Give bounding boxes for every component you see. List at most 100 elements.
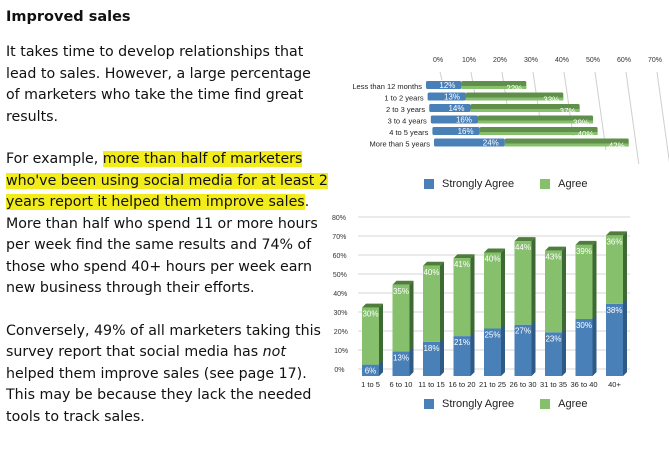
bar-agree bbox=[606, 235, 623, 304]
bar-strongly-agree bbox=[426, 81, 462, 89]
value-label: 40% bbox=[578, 130, 594, 139]
bar-agree bbox=[453, 258, 471, 337]
category-label: Less than 12 months bbox=[352, 82, 422, 91]
value-label: 39% bbox=[573, 119, 589, 128]
x-tick-label: 0% bbox=[433, 57, 443, 64]
paragraph-conversely-suffix: helped them improve sales (see page 17).… bbox=[6, 365, 312, 425]
value-label: 12% bbox=[439, 81, 455, 90]
bar-top-face bbox=[545, 246, 566, 251]
bar-agree bbox=[575, 244, 593, 319]
value-label: 14% bbox=[448, 104, 464, 113]
category-label: 2 to 3 years bbox=[386, 105, 425, 114]
chart-hours-vertical: 0% 10% 20% 30% 40% 50% 60% 70% 80% 6% 30% 1 to 5 13%… bbox=[332, 215, 630, 389]
bar-agree-highlight bbox=[478, 120, 594, 124]
bar-top-face bbox=[423, 261, 444, 266]
value-label: 33% bbox=[543, 96, 559, 105]
emphasis-not: not bbox=[262, 344, 286, 360]
bar-strongly-agree bbox=[423, 341, 440, 376]
legend-swatch-strongly-agree bbox=[424, 179, 434, 189]
bar-agree-highlight bbox=[479, 132, 598, 135]
bar-strongly-agree bbox=[392, 351, 410, 376]
bar-strongly-agree bbox=[362, 364, 379, 376]
value-label: 24% bbox=[483, 139, 499, 148]
bar-agree bbox=[392, 284, 410, 352]
category-label: 1 to 2 years bbox=[384, 94, 423, 103]
value-label: 30% bbox=[576, 321, 592, 330]
value-label: 6% bbox=[365, 367, 377, 376]
category-label: 4 to 5 years bbox=[389, 128, 428, 137]
legend-swatch-agree bbox=[540, 179, 551, 189]
bar-strongly-agree bbox=[453, 336, 471, 376]
bar-agree-highlight bbox=[461, 86, 527, 89]
bar-strongly-agree bbox=[545, 332, 562, 376]
section-heading: Improved sales bbox=[6, 9, 131, 25]
bar-strongly-agree bbox=[606, 303, 623, 376]
value-label: 37% bbox=[560, 107, 576, 116]
gridline bbox=[625, 71, 640, 165]
category-label: 1 to 5 bbox=[361, 380, 380, 389]
bar-side-face bbox=[562, 328, 566, 376]
y-tick-label: 60% bbox=[333, 253, 347, 260]
x-tick-label: 50% bbox=[586, 57, 600, 64]
category-label: 11 to 15 bbox=[418, 380, 445, 389]
bar-side-face bbox=[409, 347, 414, 376]
y-tick-label: 80% bbox=[332, 215, 346, 222]
value-label: 22% bbox=[506, 84, 522, 93]
paragraph-example-suffix: . More than half who spend 11 or more ho… bbox=[6, 194, 318, 296]
value-label: 16% bbox=[458, 127, 474, 136]
y-tick-label: 20% bbox=[334, 329, 348, 336]
value-label: 40% bbox=[423, 268, 439, 277]
bar-top-face bbox=[484, 248, 505, 253]
value-label: 36% bbox=[606, 237, 622, 246]
value-label: 35% bbox=[393, 287, 409, 296]
bar-strongly-agree bbox=[430, 115, 478, 124]
x-tick-label: 70% bbox=[648, 57, 662, 64]
bar-strongly-agree bbox=[575, 319, 593, 376]
value-label: 27% bbox=[515, 327, 531, 336]
category-label: 16 to 20 bbox=[448, 380, 475, 389]
bar-strongly-agree bbox=[434, 138, 505, 147]
x-tick-label: 60% bbox=[617, 57, 631, 64]
bar-strongly-agree bbox=[432, 127, 480, 135]
paragraph-example: For example, more than half of marketers… bbox=[6, 149, 328, 300]
paragraph-conversely: Conversely, 49% of all marketers taking … bbox=[6, 321, 328, 429]
bar-top-face bbox=[392, 280, 414, 285]
bar-side-face bbox=[501, 324, 505, 376]
bar-agree bbox=[423, 265, 440, 342]
category-label: 31 to 35 bbox=[540, 380, 567, 389]
bar-top-face bbox=[362, 303, 383, 308]
gridline bbox=[439, 71, 443, 81]
legend-swatch-agree bbox=[540, 399, 551, 409]
value-label: 25% bbox=[484, 331, 500, 340]
category-label: 26 to 30 bbox=[509, 380, 536, 389]
chart-experience-horizontal: 0% 10% 20% 30% 40% 50% 60% 70% Less than 12 mont… bbox=[352, 57, 669, 165]
bar-top-face bbox=[606, 231, 627, 236]
bar-top-face bbox=[514, 237, 536, 242]
bar-strongly-agree bbox=[427, 92, 466, 101]
x-tick-label: 40% bbox=[555, 57, 569, 64]
bar-side-face bbox=[531, 320, 536, 376]
legend-label-strongly-agree: Strongly Agree bbox=[442, 178, 515, 190]
category-label: 3 to 4 years bbox=[388, 117, 427, 126]
bar-agree bbox=[545, 250, 562, 333]
bar-strongly-agree bbox=[484, 328, 501, 376]
value-label: 13% bbox=[393, 353, 409, 362]
bar-agree bbox=[484, 252, 501, 329]
value-label: 23% bbox=[545, 334, 561, 343]
bar-top-face bbox=[453, 254, 475, 259]
value-label: 41% bbox=[454, 260, 470, 269]
paragraph-conversely-prefix: Conversely, 49% of all marketers taking … bbox=[6, 322, 321, 361]
bar-agree-highlight bbox=[504, 143, 629, 147]
bar-side-face bbox=[470, 332, 475, 376]
value-label: 38% bbox=[606, 306, 622, 315]
x-tick-label: 10% bbox=[462, 57, 476, 64]
legend-item-strongly-agree: Strongly Agree bbox=[424, 398, 514, 410]
y-tick-label: 30% bbox=[334, 310, 348, 317]
legend-item-strongly-agree: Strongly Agree bbox=[424, 178, 514, 190]
y-tick-label: 50% bbox=[333, 272, 347, 279]
value-label: 42% bbox=[609, 142, 625, 151]
y-tick-label: 10% bbox=[334, 348, 348, 355]
bar-strongly-agree bbox=[514, 324, 532, 376]
category-label: More than 5 years bbox=[370, 140, 431, 149]
bar-side-face bbox=[592, 315, 597, 376]
